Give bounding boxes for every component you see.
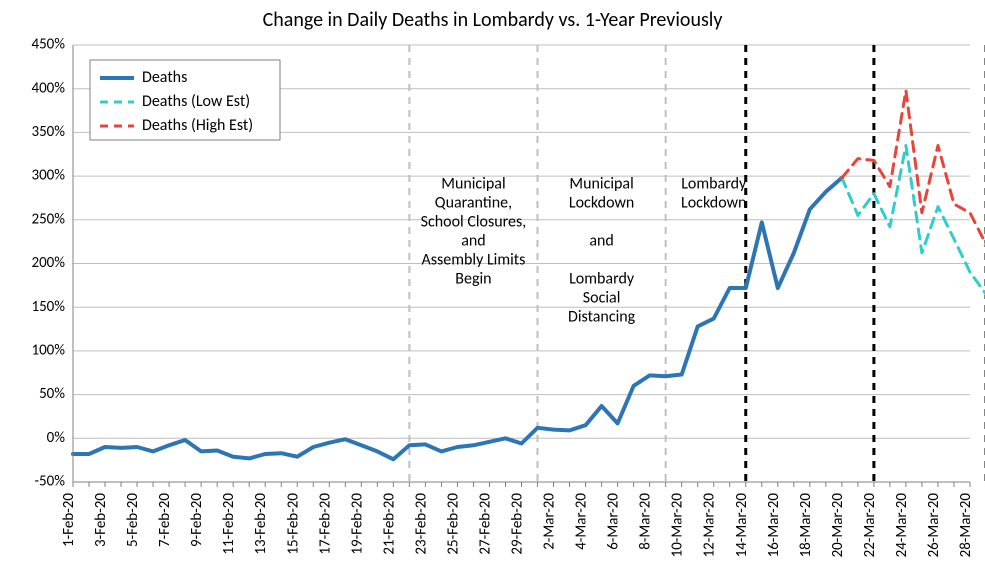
x-tick-label: 19-Feb-20	[348, 493, 366, 555]
x-tick-label: 9-Feb-20	[188, 493, 206, 547]
y-tick-label: 200%	[31, 254, 65, 272]
annot2: Distancing	[568, 308, 636, 327]
x-tick-label: 12-Mar-20	[701, 493, 719, 558]
annot2: Municipal	[569, 175, 633, 194]
chart-title: Change in Daily Deaths in Lombardy vs. 1…	[263, 8, 723, 32]
x-tick-label: 24-Mar-20	[893, 493, 911, 558]
x-tick-label: 26-Mar-20	[925, 493, 943, 558]
x-tick-label: 1-Feb-20	[60, 493, 78, 547]
x-tick-label: 7-Feb-20	[156, 493, 174, 547]
annot1: School Closures,	[421, 213, 527, 232]
x-tick-label: 2-Mar-20	[541, 493, 559, 550]
annot3: Lombardy	[681, 175, 747, 194]
annot1: Municipal	[441, 175, 505, 194]
x-tick-label: 15-Feb-20	[284, 493, 302, 555]
x-tick-label: 22-Mar-20	[861, 493, 879, 558]
y-tick-label: 150%	[31, 298, 65, 316]
x-tick-label: 14-Mar-20	[733, 493, 751, 558]
chart-container: -50% 0% 50% 100% 150% 200% 250% 300% 350% 400% 450…	[0, 0, 985, 582]
y-tick-label: 100%	[31, 341, 65, 359]
y-tick-label: -50%	[34, 473, 65, 491]
annot1: Begin	[455, 270, 491, 289]
x-tick-label: 23-Feb-20	[412, 493, 430, 555]
annot2: Lockdown	[569, 194, 634, 213]
x-tick-label: 16-Mar-20	[765, 493, 783, 558]
y-tick-label: 300%	[31, 167, 65, 185]
legend-label-deaths: Deaths	[142, 68, 187, 87]
x-tick-label: 10-Mar-20	[669, 493, 687, 558]
annot1: Quarantine,	[435, 194, 512, 213]
annot2: Social	[583, 289, 621, 308]
annot2: and	[589, 232, 613, 251]
x-tick-label: 8-Mar-20	[637, 493, 655, 550]
x-tick-label: 28-Mar-20	[957, 493, 975, 558]
x-tick-label: 17-Feb-20	[316, 493, 334, 555]
y-tick-label: 400%	[31, 79, 65, 97]
x-tick-label: 5-Feb-20	[124, 493, 142, 547]
x-tick-label: 18-Mar-20	[797, 493, 815, 558]
x-tick-label: 20-Mar-20	[829, 493, 847, 558]
annot2: Lombardy	[569, 270, 635, 289]
y-tick-label: 350%	[31, 123, 65, 141]
lombardy-deaths-chart: -50% 0% 50% 100% 150% 200% 250% 300% 350% 400% 450…	[0, 0, 985, 582]
x-tick-label: 3-Feb-20	[92, 493, 110, 547]
x-tick-label: 13-Feb-20	[252, 493, 270, 555]
x-tick-label: 6-Mar-20	[605, 493, 623, 550]
x-tick-label: 4-Mar-20	[573, 493, 591, 550]
x-tick-label: 29-Feb-20	[509, 493, 527, 555]
annot1: Assembly Limits	[421, 251, 525, 270]
y-tick-label: 250%	[31, 210, 65, 228]
y-tick-label: 50%	[39, 385, 65, 403]
x-tick-label: 27-Feb-20	[476, 493, 494, 555]
annot3: Lockdown	[681, 194, 746, 213]
y-tick-label: 0%	[47, 429, 66, 447]
y-tick-label: 450%	[31, 36, 65, 54]
annot1: and	[461, 232, 485, 251]
x-tick-label: 21-Feb-20	[380, 493, 398, 555]
legend-label-deaths_high: Deaths (High Est)	[142, 116, 253, 135]
legend-label-deaths_low: Deaths (Low Est)	[142, 92, 250, 111]
x-tick-label: 11-Feb-20	[220, 493, 238, 555]
x-tick-label: 25-Feb-20	[444, 493, 462, 555]
